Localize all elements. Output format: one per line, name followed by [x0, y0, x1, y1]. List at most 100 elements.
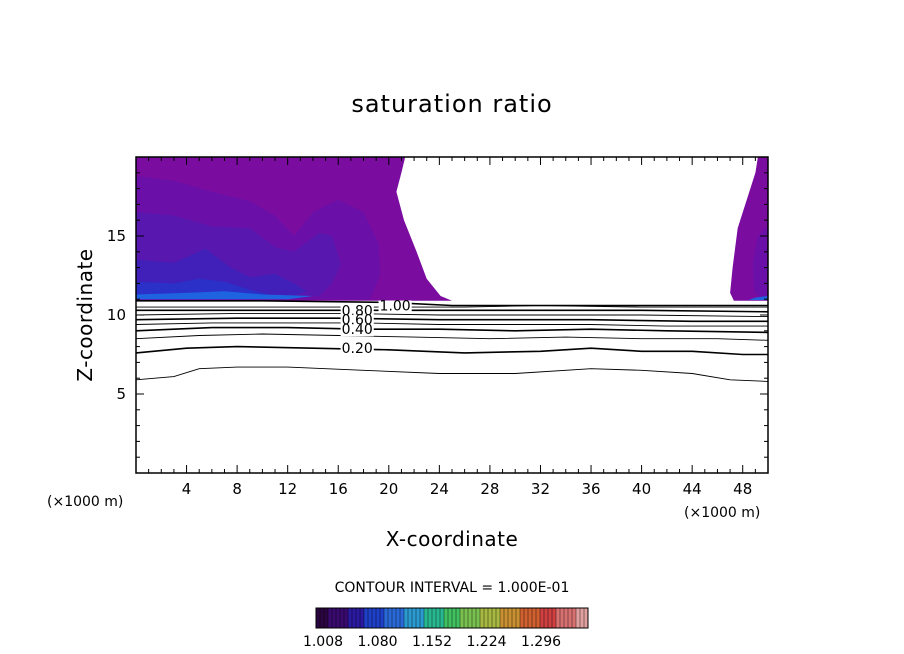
colorbar-swatch: [528, 608, 533, 628]
colorbar-swatch: [488, 608, 493, 628]
colorbar-swatch: [432, 608, 437, 628]
colorbar-swatch: [336, 608, 341, 628]
colorbar-swatch: [496, 608, 501, 628]
colorbar-swatch: [540, 608, 545, 628]
contour-line-0.6: [135, 317, 768, 323]
shaded-band-4: [136, 291, 313, 300]
contour-line-0.5: [135, 322, 768, 327]
shaded-band-5: [752, 226, 768, 300]
colorbar-swatch: [568, 608, 573, 628]
colorbar-swatch: [364, 608, 369, 628]
colorbar-swatch: [500, 608, 505, 628]
colorbar-swatch: [368, 608, 373, 628]
contour-label-bg: [340, 324, 374, 337]
colorbar-swatch: [424, 608, 429, 628]
colorbar-swatch: [516, 608, 521, 628]
x-tick-label: 48: [733, 480, 752, 498]
x-tick-label: 20: [379, 480, 398, 498]
colorbar-tick-label: 1.296: [521, 634, 561, 650]
x-tick-label: 12: [278, 480, 297, 498]
x-tick-label: 24: [430, 480, 449, 498]
x-axis-label: X-coordinate: [386, 527, 519, 551]
x-tick-label: 36: [581, 480, 600, 498]
colorbar-swatch: [440, 608, 445, 628]
contour-label: 1.00: [380, 299, 411, 315]
y-tick-label: 5: [116, 385, 126, 403]
colorbar-swatch: [576, 608, 581, 628]
colorbar-swatch: [392, 608, 397, 628]
shaded-band-6: [749, 296, 768, 300]
x-unit-left: (×1000 m): [47, 494, 123, 510]
contour-label-bg: [340, 314, 374, 327]
contour-line-0.7: [135, 312, 769, 318]
contour-line-0.1: [135, 366, 769, 382]
colorbar-swatch: [552, 608, 557, 628]
colorbar-swatch: [356, 608, 361, 628]
colorbar-swatch: [564, 608, 569, 628]
shaded-fill-layer: [136, 157, 768, 301]
x-tick-label: 16: [329, 480, 348, 498]
colorbar: 1.008 1.080 1.152 1.224 1.296: [303, 607, 589, 650]
colorbar-swatch: [580, 608, 585, 628]
colorbar-swatch: [504, 608, 509, 628]
colorbar-swatch: [416, 608, 421, 628]
colorbar-swatch: [344, 608, 349, 628]
colorbar-swatch: [408, 608, 413, 628]
contour-line-0.4: [135, 326, 769, 334]
colorbar-swatch: [512, 608, 517, 628]
colorbar-swatch: [340, 608, 345, 628]
colorbar-swatch: [400, 608, 405, 628]
colorbar-swatch: [404, 608, 409, 628]
colorbar-swatch: [460, 608, 465, 628]
colorbar-tick-label: 1.080: [357, 634, 397, 650]
x-tick-label: 8: [232, 480, 242, 498]
chart-title: saturation ratio: [351, 90, 552, 118]
colorbar-swatch: [388, 608, 393, 628]
contour-labels-layer: 1.000.800.600.400.20: [340, 299, 412, 357]
colorbar-swatch: [376, 608, 381, 628]
colorbar-swatch: [468, 608, 473, 628]
colorbar-swatch: [536, 608, 541, 628]
colorbar-swatch: [324, 608, 329, 628]
y-tick-label: 10: [107, 306, 126, 324]
colorbar-swatch: [472, 608, 477, 628]
colorbar-swatch: [584, 608, 589, 628]
colorbar-tick-label: 1.224: [466, 634, 506, 650]
x-tick-label: 40: [632, 480, 651, 498]
colorbar-frame: [315, 607, 589, 629]
colorbar-swatch: [412, 608, 417, 628]
contour-label: 0.20: [342, 341, 373, 357]
contour-line-0.9: [136, 305, 768, 308]
colorbar-swatch: [444, 608, 449, 628]
colorbar-swatch: [452, 608, 457, 628]
colorbar-swatch: [328, 608, 333, 628]
x-tick-label: 44: [683, 480, 702, 498]
contour-label-bg: [340, 343, 374, 356]
colorbar-swatch: [380, 608, 385, 628]
colorbar-swatch: [548, 608, 553, 628]
contour-label-bg: [340, 305, 374, 318]
colorbar-swatch: [572, 608, 577, 628]
colorbar-swatch: [428, 608, 433, 628]
colorbar-swatch: [508, 608, 513, 628]
colorbar-swatch: [436, 608, 441, 628]
colorbar-swatch: [448, 608, 453, 628]
colorbar-swatch: [560, 608, 565, 628]
x-tick-label: 4: [182, 480, 192, 498]
colorbar-swatch: [492, 608, 497, 628]
colorbar-swatch: [360, 608, 365, 628]
colorbar-swatch: [484, 608, 489, 628]
colorbar-swatch: [464, 608, 469, 628]
x-tick-label: 32: [531, 480, 550, 498]
contour-line-0.2: [135, 345, 768, 356]
colorbar-swatch: [352, 608, 357, 628]
colorbar-swatch: [520, 608, 525, 628]
colorbar-tick-label: 1.008: [303, 634, 343, 650]
y-tick-label: 15: [107, 227, 126, 245]
colorbar-swatch: [320, 608, 325, 628]
y-axis-label: Z-coordinate: [73, 248, 97, 381]
contour-label: 0.40: [342, 322, 373, 338]
colorbar-swatch: [332, 608, 337, 628]
